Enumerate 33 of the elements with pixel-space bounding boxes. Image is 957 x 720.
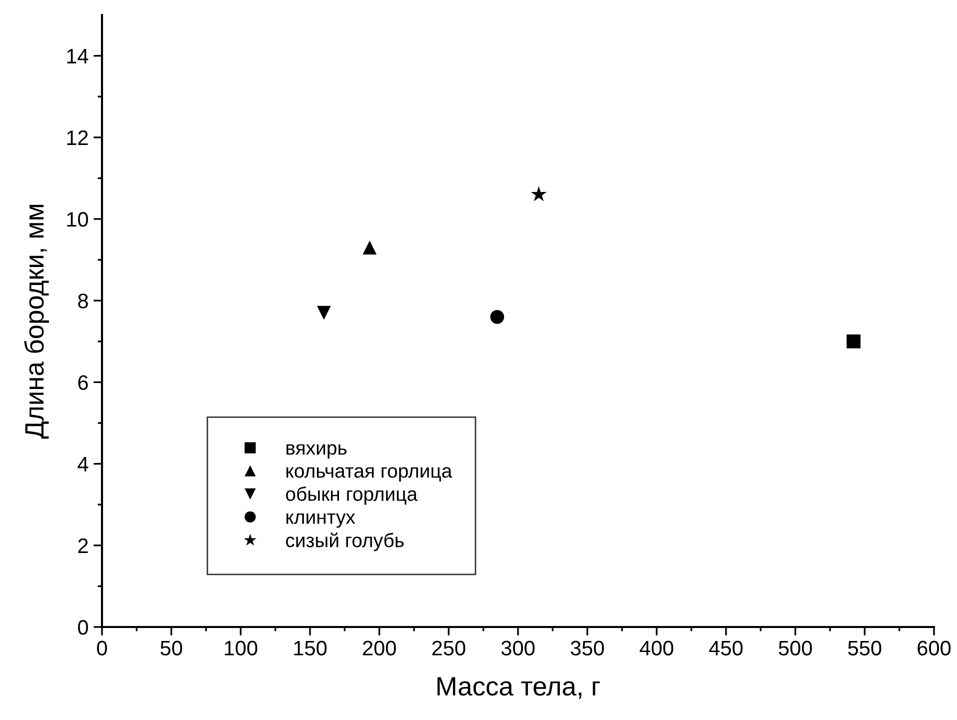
x-tick-label: 300 (501, 640, 535, 656)
y-tick-label: 2 (78, 538, 88, 553)
y-axis-title: Длина бородки, мм (24, 204, 49, 439)
legend-label: сизый голубь (286, 532, 404, 552)
x-tick-label: 450 (709, 640, 743, 656)
y-tick-label: 0 (78, 620, 88, 635)
legend-label: клинтух (286, 513, 356, 528)
legend-label: кольчатая горлица (286, 467, 452, 482)
x-tick-label: 350 (570, 640, 604, 656)
point (490, 310, 504, 324)
y-tick-label: 8 (78, 294, 88, 308)
point (362, 240, 377, 255)
x-tick-label: 150 (294, 640, 327, 656)
x-tick-label: 0 (97, 640, 107, 656)
x-axis-title: Масса тела, г (438, 677, 600, 699)
legend-label: обыкн горлица (286, 486, 418, 505)
point (846, 334, 861, 348)
x-tick-label: 50 (160, 640, 182, 656)
x-tick-label: 500 (778, 640, 812, 656)
x-tick-label: 250 (432, 640, 466, 656)
y-tick-label: 4 (78, 457, 88, 472)
x-tick-label: 550 (848, 640, 882, 656)
y-tick-label: 10 (67, 212, 88, 227)
legend-label: вяхирь (286, 444, 347, 459)
x-tick-label: 100 (224, 640, 258, 656)
y-tick-label: 12 (67, 130, 88, 145)
x-tick-label: 200 (363, 640, 396, 656)
y-tick-label: 6 (78, 375, 88, 390)
y-tick-label: 14 (67, 49, 88, 64)
point (316, 306, 331, 320)
point (530, 186, 547, 202)
x-tick-label: 400 (640, 640, 674, 656)
x-tick-label: 600 (918, 640, 951, 656)
